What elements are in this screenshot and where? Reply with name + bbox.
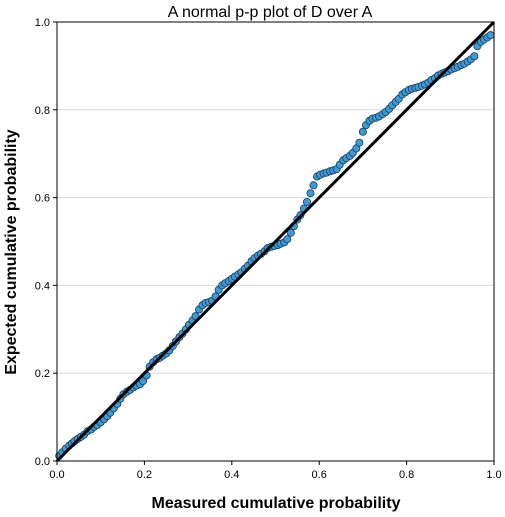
x-tick-label-5: 1.0	[486, 469, 501, 481]
gridlines	[57, 109, 494, 374]
y-axis-label: Expected cumulative probability	[3, 129, 20, 375]
data-point	[286, 228, 295, 237]
x-tick-label-2: 0.4	[224, 469, 239, 481]
data-point	[302, 197, 311, 206]
reference-line	[55, 20, 496, 463]
y-tick-label-4: 0.8	[35, 105, 50, 117]
data-point	[486, 31, 495, 40]
data-point	[470, 52, 479, 61]
x-axis-label: Measured cumulative probability	[152, 495, 401, 512]
y-tick-label-2: 0.4	[35, 280, 50, 292]
y-tick-label-3: 0.6	[35, 193, 50, 205]
x-tick-label-1: 0.2	[137, 469, 152, 481]
y-tick-label-1: 0.2	[35, 368, 50, 380]
data-point	[355, 138, 364, 147]
y-axis-ticks: 0.0 0.2 0.4 0.6 0.8 1.0	[35, 17, 57, 468]
x-tick-label-3: 0.6	[312, 469, 327, 481]
y-tick-label-5: 1.0	[35, 17, 50, 29]
x-axis-ticks: 0.0 0.2 0.4 0.6 0.8 1.0	[49, 461, 502, 481]
data-point	[306, 189, 315, 198]
x-tick-label-4: 0.8	[399, 469, 414, 481]
x-tick-label-0: 0.0	[49, 469, 64, 481]
data-point	[358, 127, 367, 136]
chart-title: A normal p-p plot of D over A	[168, 4, 373, 21]
data-point	[309, 181, 318, 190]
y-tick-label-0: 0.0	[35, 456, 50, 468]
data-point	[139, 377, 148, 386]
plot-area-frame	[56, 21, 495, 462]
data-point	[283, 235, 292, 244]
